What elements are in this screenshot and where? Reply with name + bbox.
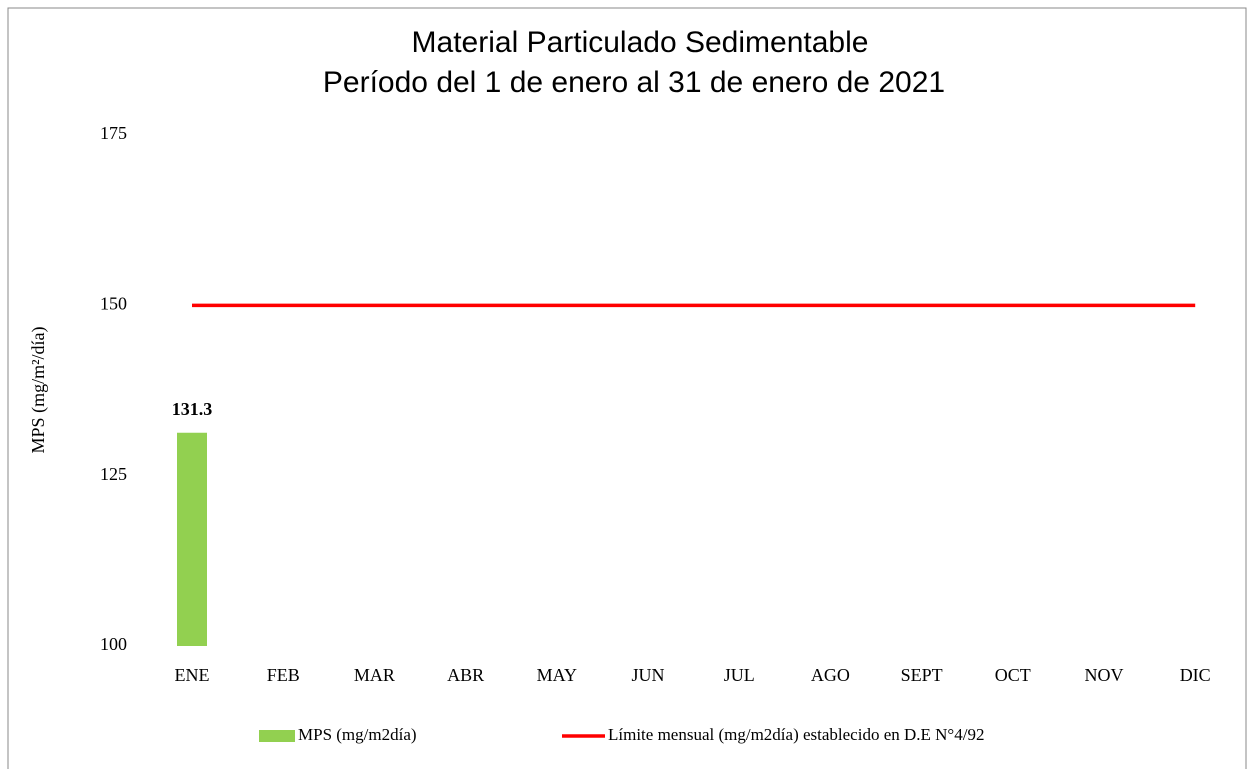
legend-swatch [259,730,295,742]
x-tick-label: MAY [537,665,577,685]
x-tick-label: ENE [175,665,210,685]
y-axis-label: MPS (mg/m²/día) [28,327,49,454]
y-tick-label: 125 [100,464,127,484]
x-tick-label: DIC [1180,665,1211,685]
x-tick-label: FEB [267,665,300,685]
x-tick-label: OCT [995,665,1031,685]
chart-subtitle: Período del 1 de enero al 31 de enero de… [323,66,945,99]
bar [177,432,207,646]
x-tick-label: ABR [447,665,484,685]
x-tick-label: JUL [724,665,755,685]
legend-label: MPS (mg/m2día) [298,725,417,744]
y-tick-label: 100 [100,634,127,654]
chart-title: Material Particulado Sedimentable [412,26,869,59]
x-tick-label: SEPT [901,665,943,685]
x-tick-label: AGO [811,665,850,685]
y-tick-label: 150 [100,293,127,313]
data-label: 131.3 [172,399,213,419]
x-tick-label: NOV [1085,665,1124,685]
legend-label: Límite mensual (mg/m2día) establecido en… [608,725,984,744]
x-tick-label: JUN [631,665,664,685]
x-tick-label: MAR [354,665,395,685]
chart-border [7,7,1247,769]
y-tick-label: 175 [100,123,127,143]
